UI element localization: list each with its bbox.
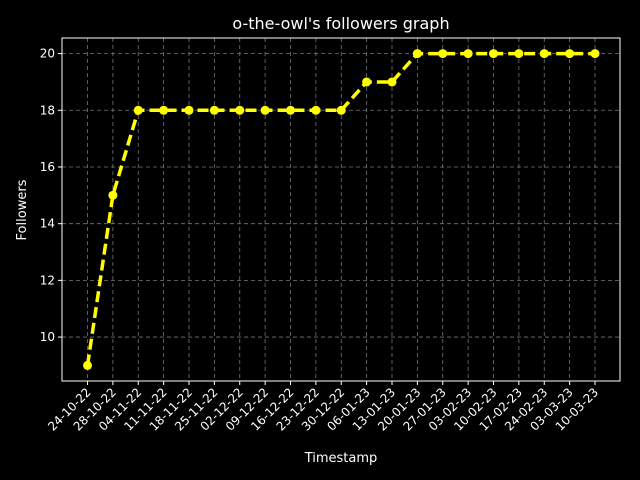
- y-axis-label: Followers: [15, 179, 30, 240]
- y-tick-label: 20: [40, 47, 55, 61]
- data-point: [514, 49, 524, 59]
- data-point: [209, 105, 219, 115]
- plot-frame: [61, 37, 621, 382]
- data-point: [412, 49, 422, 59]
- data-point: [489, 49, 498, 59]
- y-axis-ticks: 10 12 14 16 18 20: [40, 47, 62, 344]
- data-point: [539, 49, 549, 59]
- data-point: [83, 360, 92, 370]
- data-point: [235, 105, 245, 115]
- data-point: [463, 49, 473, 59]
- y-tick-label: 12: [40, 273, 55, 287]
- data-point: [565, 49, 575, 59]
- data-point: [133, 105, 143, 115]
- y-tick-label: 18: [40, 103, 55, 117]
- data-point: [387, 77, 397, 87]
- grid-lines: [62, 38, 620, 381]
- data-point: [311, 105, 321, 115]
- data-point: [159, 105, 169, 115]
- x-axis-label: Timestamp: [304, 451, 378, 466]
- data-point: [108, 190, 118, 200]
- data-point: [590, 49, 600, 59]
- series-followers: [83, 49, 600, 370]
- data-point: [362, 77, 372, 87]
- y-tick-label: 16: [40, 160, 55, 174]
- y-tick-label: 10: [40, 330, 55, 344]
- data-point: [286, 105, 295, 115]
- series-line: [85, 51, 595, 366]
- data-point: [438, 49, 448, 59]
- data-point: [336, 105, 346, 115]
- data-point: [260, 105, 270, 115]
- chart-title: o-the-owl's followers graph: [232, 14, 449, 33]
- y-tick-label: 14: [40, 217, 55, 231]
- data-point: [184, 105, 194, 115]
